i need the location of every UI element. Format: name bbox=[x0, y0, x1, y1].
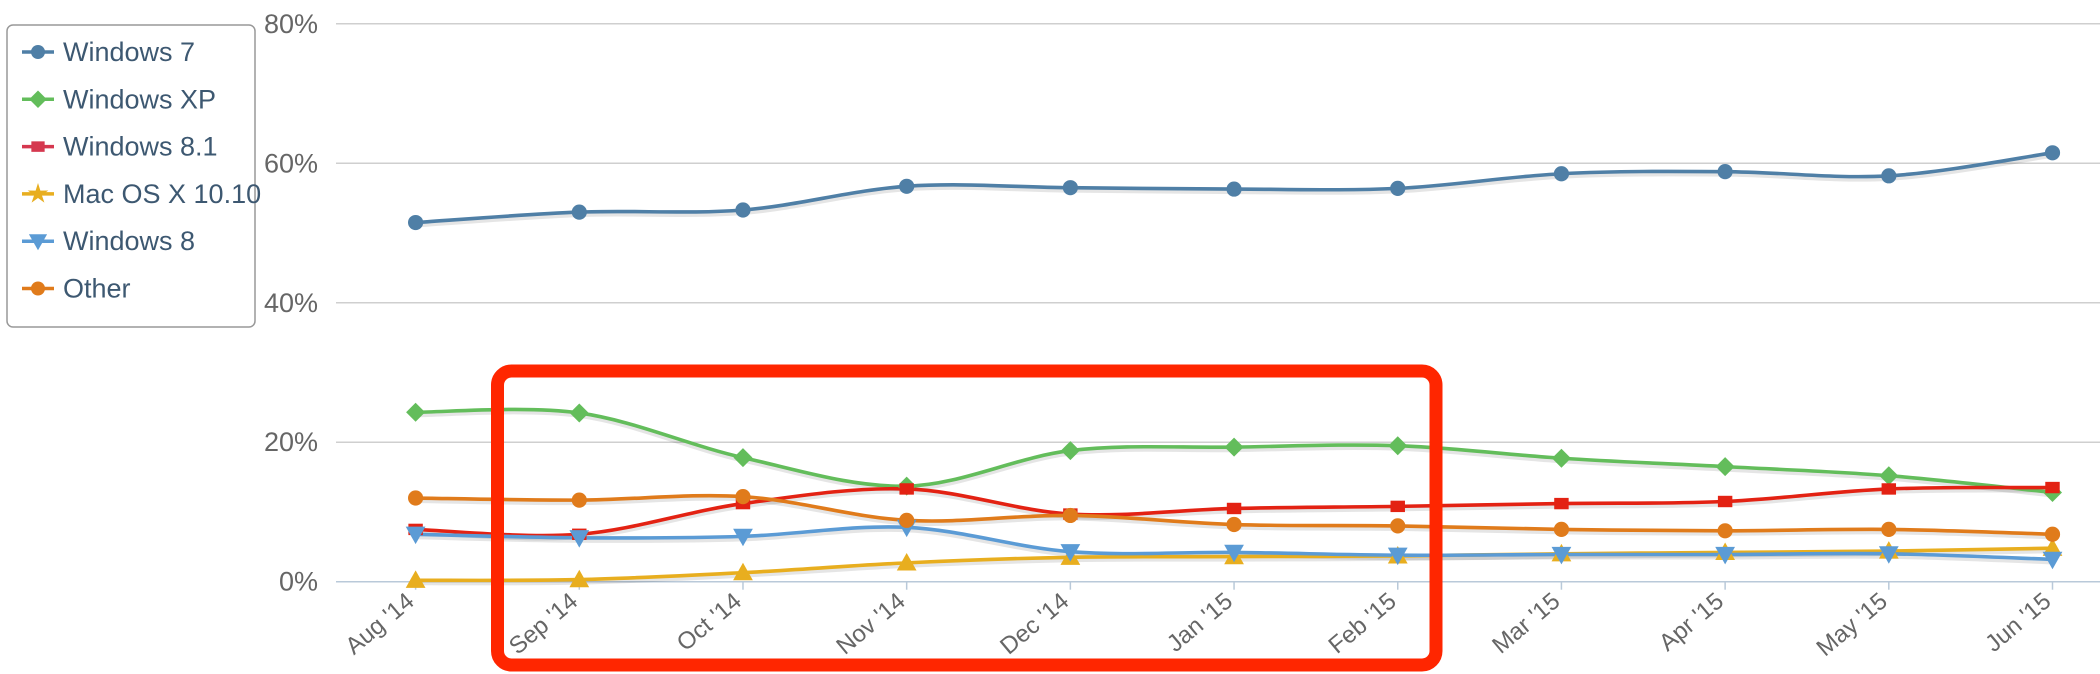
svg-text:Dec '14: Dec '14 bbox=[995, 588, 1074, 661]
svg-text:May '15: May '15 bbox=[1812, 588, 1893, 662]
svg-text:Aug '14: Aug '14 bbox=[340, 588, 419, 661]
svg-text:Sep '14: Sep '14 bbox=[504, 588, 583, 661]
svg-text:0%: 0% bbox=[279, 567, 318, 597]
svg-text:Windows XP: Windows XP bbox=[63, 84, 216, 114]
svg-text:Other: Other bbox=[63, 274, 131, 304]
svg-text:Mac OS X 10.10: Mac OS X 10.10 bbox=[63, 179, 261, 209]
svg-text:Apr '15: Apr '15 bbox=[1654, 588, 1729, 657]
svg-text:20%: 20% bbox=[264, 427, 318, 457]
svg-text:Windows 8.1: Windows 8.1 bbox=[63, 132, 218, 162]
svg-text:Jan '15: Jan '15 bbox=[1162, 588, 1238, 658]
svg-text:Mar '15: Mar '15 bbox=[1487, 588, 1565, 660]
svg-text:Windows 7: Windows 7 bbox=[63, 37, 195, 67]
svg-text:Nov '14: Nov '14 bbox=[831, 588, 910, 661]
svg-text:40%: 40% bbox=[264, 288, 318, 318]
svg-text:Feb '15: Feb '15 bbox=[1323, 588, 1401, 660]
svg-text:Windows 8: Windows 8 bbox=[63, 226, 195, 256]
svg-text:60%: 60% bbox=[264, 148, 318, 178]
svg-text:80%: 80% bbox=[264, 9, 318, 39]
svg-text:Oct '14: Oct '14 bbox=[672, 588, 747, 657]
svg-text:Jun '15: Jun '15 bbox=[1980, 588, 2056, 658]
